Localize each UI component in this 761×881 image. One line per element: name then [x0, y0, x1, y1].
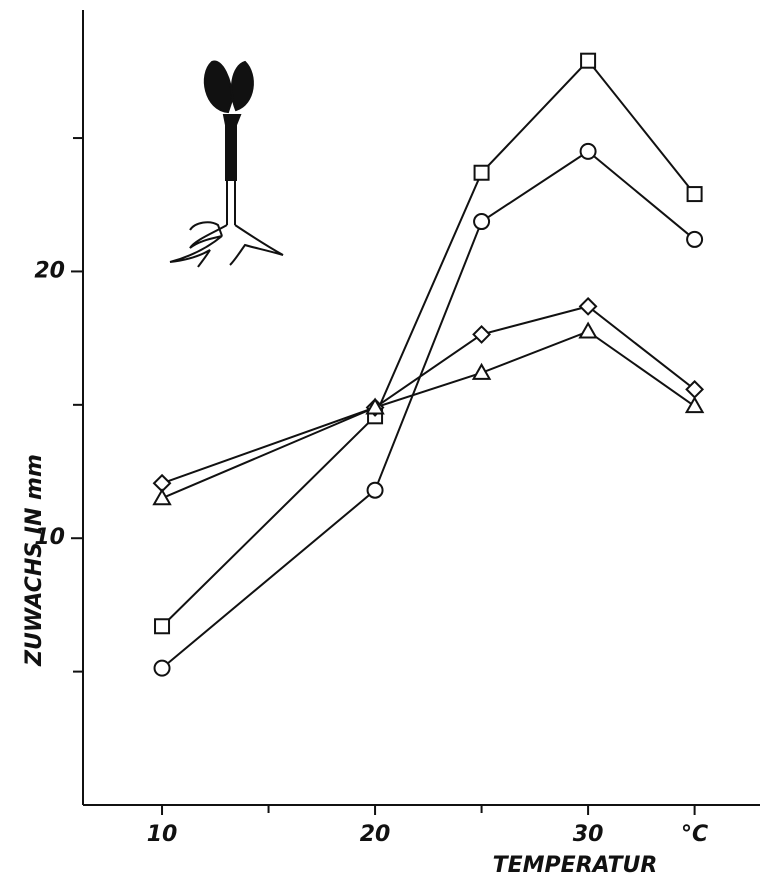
marker-triangle	[152, 488, 172, 506]
series-line	[161, 305, 696, 485]
marker-square	[473, 164, 490, 181]
marker-square	[686, 186, 703, 203]
series-line	[161, 59, 696, 627]
marker-circle	[473, 213, 491, 231]
seedling-illustration	[169, 60, 284, 268]
marker-circle	[153, 659, 171, 677]
marker-circle	[366, 481, 384, 499]
y-tick-label: 10	[34, 525, 65, 550]
x-tick-label: 20	[360, 822, 391, 847]
y-tick-label: 20	[34, 258, 65, 283]
marker-triangle	[578, 321, 598, 339]
x-tick-label: 30	[573, 822, 604, 847]
x-axis-label: TEMPERATUR	[493, 853, 658, 878]
x-tick-label: °C	[681, 822, 708, 847]
marker-triangle	[471, 362, 492, 380]
marker-triangle	[365, 397, 385, 415]
x-tick-label: 10	[147, 822, 178, 847]
marker-circle	[686, 230, 704, 248]
marker-square	[580, 52, 597, 69]
marker-square	[154, 618, 171, 635]
marker-diamond	[472, 324, 491, 344]
marker-triangle	[684, 396, 705, 414]
y-axis-label: ZUWACHS IN mm	[22, 454, 47, 667]
marker-diamond	[578, 296, 598, 316]
marker-circle	[579, 142, 597, 160]
